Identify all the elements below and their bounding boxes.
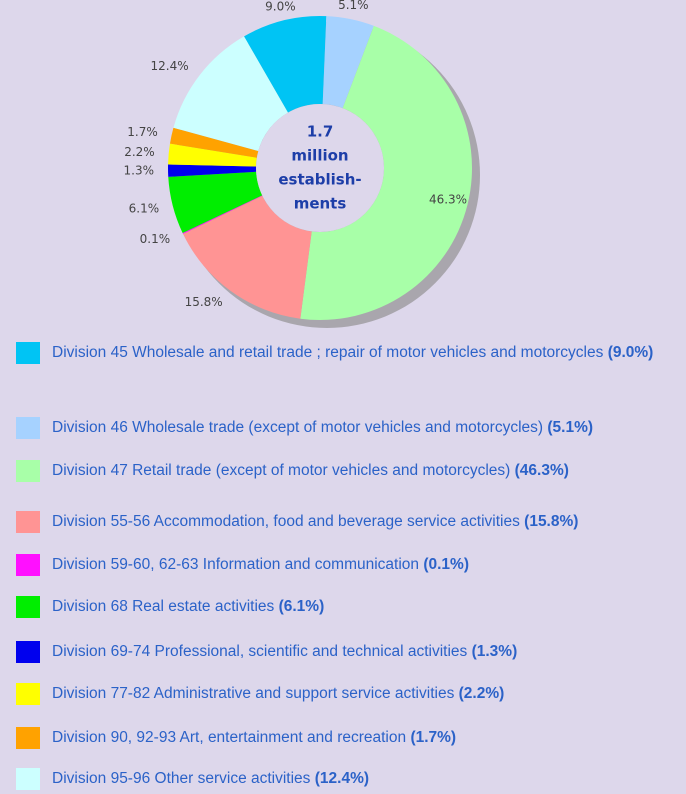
- legend-label: Division 55-56 Accommodation, food and b…: [52, 513, 520, 530]
- legend-swatch: [16, 554, 40, 576]
- legend-percent: (6.1%): [278, 598, 325, 615]
- donut-chart: 9.0% 5.1% 46.3% 15.8% 0.1% 6.1% 1.3% 2.2% 1.7% 12…: [124, 0, 480, 328]
- donut-hole: [256, 104, 384, 232]
- legend-swatch: [16, 417, 40, 439]
- legend-percent: (9.0%): [607, 344, 654, 361]
- legend-percent: (0.1%): [423, 556, 469, 573]
- legend-swatch: [16, 511, 40, 533]
- slice-label: 0.1%: [140, 232, 171, 246]
- slice-label: 15.8%: [185, 295, 223, 309]
- legend-label: Division 68 Real estate activities: [52, 598, 275, 615]
- slice-label: 9.0%: [265, 0, 296, 13]
- legend-label: Division 77-82 Administrative and suppor…: [52, 685, 455, 702]
- legend-text: Division 47 Retail trade (except of moto…: [52, 457, 569, 485]
- slice-label: 12.4%: [150, 59, 188, 73]
- donut-slice: [300, 25, 472, 320]
- center-label: ments: [294, 195, 347, 213]
- legend-text: Division 59-60, 62-63 Information and co…: [52, 551, 469, 579]
- legend-swatch: [16, 342, 40, 364]
- legend-text: Division 69-74 Professional, scientific …: [52, 638, 517, 666]
- donut-slice: [182, 195, 263, 234]
- legend-text: Division 46 Wholesale trade (except of m…: [52, 414, 593, 442]
- legend-label: Division 45 Wholesale and retail trade ;…: [52, 344, 604, 361]
- legend-label: Division 90, 92-93 Art, entertainment an…: [52, 729, 407, 746]
- slice-label: 46.3%: [429, 193, 467, 207]
- legend-text: Division 55-56 Accommodation, food and b…: [52, 508, 578, 536]
- legend-text: Division 95-96 Other service activities …: [52, 765, 369, 793]
- slice-label: 1.7%: [127, 125, 158, 139]
- legend-percent: (5.1%): [547, 419, 594, 436]
- legend-text: Division 90, 92-93 Art, entertainment an…: [52, 724, 456, 752]
- center-label: million: [291, 147, 348, 165]
- donut-slice: [183, 195, 312, 319]
- center-label: 1.7: [307, 123, 334, 141]
- legend-swatch: [16, 596, 40, 618]
- donut-slice: [169, 127, 259, 158]
- legend-text: Division 68 Real estate activities (6.1%…: [52, 593, 324, 621]
- donut-slice: [167, 164, 257, 177]
- legend-percent: (1.7%): [410, 729, 457, 746]
- legend-label: Division 46 Wholesale trade (except of m…: [52, 419, 544, 436]
- donut-slice: [168, 171, 263, 234]
- slice-label: 2.2%: [124, 145, 155, 159]
- legend-swatch: [16, 727, 40, 749]
- legend-swatch: [16, 460, 40, 482]
- legend-label: Division 69-74 Professional, scientific …: [52, 643, 468, 660]
- legend-text: Division 77-82 Administrative and suppor…: [52, 680, 504, 708]
- slice-label: 5.1%: [338, 0, 369, 12]
- legend-text: Division 45 Wholesale and retail trade ;…: [52, 339, 686, 367]
- legend-swatch: [16, 683, 40, 705]
- legend-label: Division 95-96 Other service activities: [52, 770, 311, 787]
- slice-label: 6.1%: [129, 202, 160, 216]
- donut-slice: [244, 16, 327, 113]
- slice-label: 1.3%: [124, 163, 155, 177]
- legend-swatch: [16, 768, 40, 790]
- legend-percent: (46.3%): [514, 462, 569, 479]
- donut-slice: [173, 36, 288, 152]
- donut-slice: [168, 143, 257, 167]
- legend-swatch: [16, 641, 40, 663]
- donut-slice: [322, 16, 374, 109]
- legend-percent: (1.3%): [471, 643, 518, 660]
- center-label: establish-: [278, 171, 361, 189]
- legend-label: Division 59-60, 62-63 Information and co…: [52, 556, 420, 573]
- legend-percent: (2.2%): [458, 685, 505, 702]
- legend-percent: (12.4%): [314, 770, 370, 787]
- legend-percent: (15.8%): [524, 513, 579, 530]
- legend-label: Division 47 Retail trade (except of moto…: [52, 462, 511, 479]
